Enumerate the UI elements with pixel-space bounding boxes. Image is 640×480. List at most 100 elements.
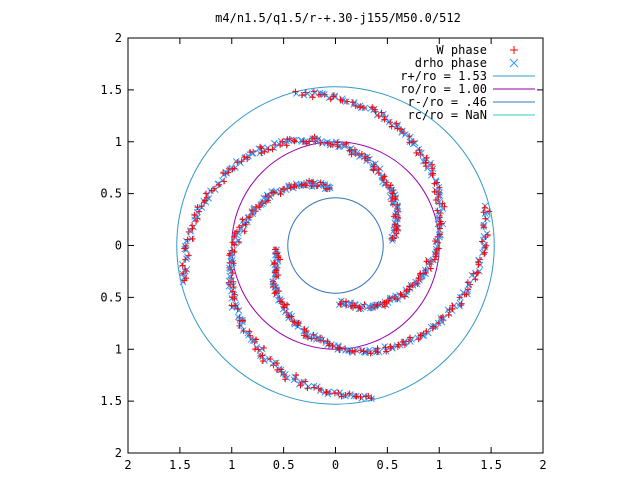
w-phase-point: [375, 170, 382, 177]
drho-phase-point: [433, 238, 440, 246]
w-phase-point: [481, 204, 488, 211]
drho-phase-point: [345, 346, 352, 354]
w-phase-point: [436, 184, 443, 191]
w-phase-point: [324, 140, 331, 147]
w-phase-point: [231, 295, 238, 302]
w-phase-point: [239, 216, 246, 223]
drho-phase-point: [381, 343, 389, 350]
drho-phase-point: [191, 216, 198, 224]
w-phase-point: [358, 150, 365, 157]
w-phase-point: [382, 303, 389, 310]
drho-phase-point: [316, 387, 324, 394]
w-phase-point: [423, 258, 430, 265]
w-phase-point: [464, 286, 471, 293]
w-phase-point: [259, 352, 266, 359]
w-phase-point: [227, 281, 234, 288]
w-phase-point: [330, 93, 337, 100]
x-tick-label: 1.5: [480, 458, 502, 472]
w-phase-point: [234, 305, 241, 312]
drho-phase-point: [318, 138, 325, 145]
chart-title: m4/n1.5/q1.5/r-+.30-j155/M50.0/512: [215, 11, 461, 25]
w-phase-point: [241, 154, 248, 161]
w-phase-point: [226, 252, 233, 259]
w-phase-point: [302, 89, 309, 96]
w-phase-point: [338, 393, 345, 400]
drho-phase-point: [483, 230, 491, 238]
w-phase-point: [221, 178, 228, 185]
x-tick-label: 1.5: [169, 458, 191, 472]
drho-phase-point: [406, 133, 414, 141]
w-phase-point: [435, 245, 442, 252]
drho-phase-point: [219, 177, 226, 184]
w-phase-point: [302, 378, 309, 385]
w-phase-point: [436, 200, 443, 207]
w-phase-point: [323, 389, 330, 396]
x-tick-label: 1: [436, 458, 443, 472]
w-phase-point: [304, 385, 311, 392]
w-phase-point: [388, 198, 395, 205]
w-phase-point: [445, 311, 452, 318]
drho-phase-point: [361, 392, 368, 400]
y-tick-label: 2: [115, 31, 122, 45]
y-tick-label: 0.5: [100, 187, 122, 201]
w-phase-point: [432, 238, 439, 245]
w-phase-point: [271, 290, 278, 297]
w-phase-point: [259, 358, 266, 365]
w-phase-point: [346, 147, 353, 154]
w-phase-point: [389, 190, 396, 197]
w-phase-point: [290, 183, 297, 190]
w-phase-point: [272, 141, 279, 148]
w-phase-point: [478, 238, 485, 245]
y-tick-label: 0.5: [100, 290, 122, 304]
w-phase-point: [398, 126, 405, 133]
legend-label: ro/ro = 1.00: [400, 82, 487, 96]
y-tick-label: 2: [115, 446, 122, 460]
w-phase-point: [431, 188, 438, 195]
w-phase-point: [208, 187, 215, 194]
w-phase-point: [436, 231, 443, 238]
w-phase-point: [300, 138, 307, 145]
w-phase-point: [357, 305, 364, 312]
w-phase-point: [309, 94, 316, 101]
drho-phase-point: [229, 282, 237, 290]
drho-phase-point: [241, 154, 249, 162]
x-tick-label: 0: [332, 458, 339, 472]
w-phase-point: [281, 304, 288, 311]
y-tick-label: 0: [115, 239, 122, 253]
w-phase-point: [387, 344, 394, 351]
w-phase-point: [382, 344, 389, 351]
w-phase-point: [258, 150, 265, 157]
w-phase-point: [283, 142, 290, 149]
w-phase-point: [381, 116, 388, 123]
w-phase-point: [387, 119, 394, 126]
w-phase-point: [282, 376, 289, 383]
drho-phase-point: [183, 246, 190, 254]
phase-points: [178, 88, 493, 403]
w-phase-point: [383, 348, 390, 355]
legend-label: r+/ro = 1.53: [400, 69, 487, 83]
w-phase-point: [336, 345, 343, 352]
w-phase-point: [381, 113, 388, 120]
w-phase-point: [274, 366, 281, 373]
w-phase-point: [389, 234, 396, 241]
x-tick-label: 0.5: [273, 458, 295, 472]
w-phase-point: [274, 250, 281, 257]
w-phase-point: [191, 212, 198, 219]
w-phase-point: [246, 328, 253, 335]
w-phase-point: [397, 291, 404, 298]
w-phase-point: [300, 332, 307, 339]
w-phase-point: [292, 88, 299, 95]
w-phase-point: [432, 249, 439, 256]
drho-phase-point: [181, 245, 189, 253]
w-phase-point: [392, 211, 399, 218]
w-phase-point: [252, 336, 259, 343]
w-phase-point: [322, 185, 329, 192]
w-phase-point: [313, 335, 320, 342]
drho-phase-point: [296, 380, 303, 388]
w-phase-point: [390, 186, 397, 193]
drho-phase-point: [435, 226, 443, 233]
drho-phase-point: [332, 138, 340, 146]
drho-phase-point: [249, 337, 257, 344]
w-phase-point: [189, 235, 196, 242]
